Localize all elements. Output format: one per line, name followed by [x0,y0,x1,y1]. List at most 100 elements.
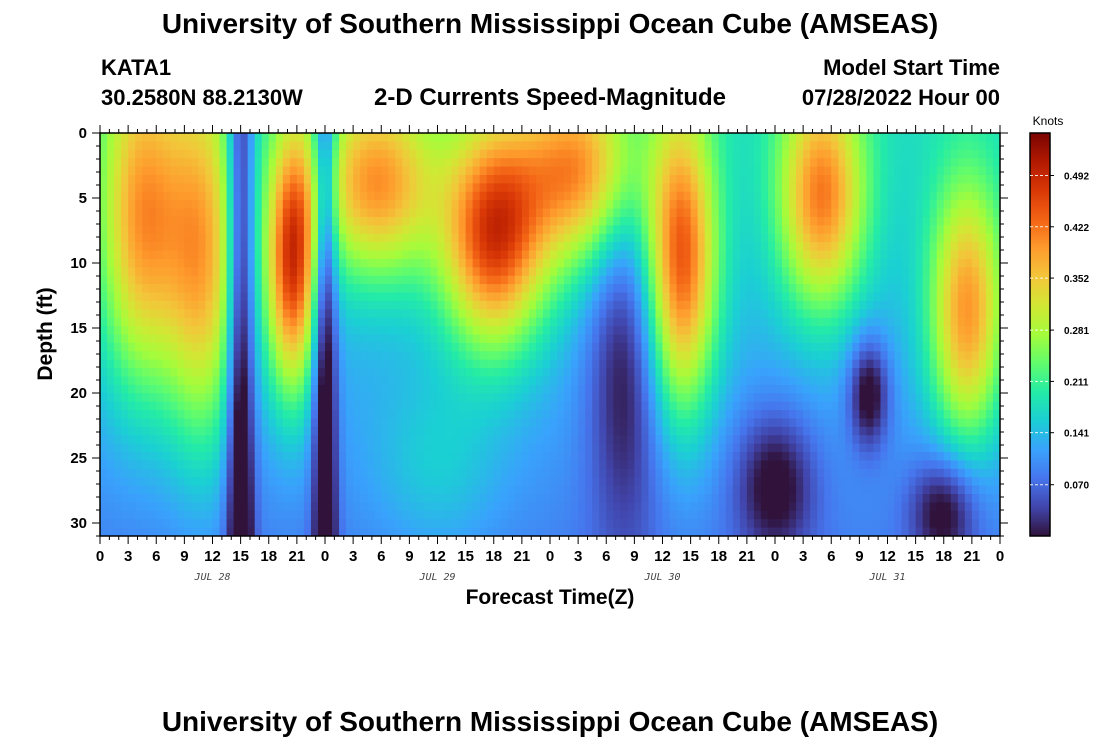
heatmap-cell [697,174,706,184]
heatmap-cell [964,359,973,369]
heatmap-cell [957,141,966,151]
heatmap-cell [873,292,882,302]
heatmap-cell [908,401,917,411]
heatmap-cell [810,216,818,226]
heatmap-cell [409,317,418,327]
heatmap-cell [908,258,917,268]
heatmap-cell [550,258,558,268]
heatmap-cell [360,225,368,235]
heatmap-cell [542,393,551,403]
heatmap-cell [789,393,797,403]
heatmap-cell [325,426,333,436]
heatmap-cell [704,242,713,252]
heatmap-cell [950,200,959,210]
heatmap-cell [339,284,347,294]
heatmap-cell [662,200,671,210]
heatmap-cell [191,452,200,462]
heatmap-cell [240,435,249,445]
heatmap-cell [268,300,277,310]
heatmap-cell [803,443,811,453]
heatmap-cell [711,208,720,218]
heatmap-cell [444,242,453,252]
heatmap-cell [676,359,685,369]
heatmap-cell [303,133,312,142]
heatmap-cell [606,443,614,453]
heatmap-cell [873,426,882,436]
heatmap-cell [282,233,291,243]
heatmap-cell [943,216,952,226]
heatmap-cell [599,292,607,302]
heatmap-cell [557,242,565,252]
heatmap-cell [711,334,720,344]
heatmap-cell [310,225,319,235]
heatmap-cell [992,233,1000,243]
heatmap-cell [887,225,896,235]
heatmap-cell [599,208,607,218]
heatmap-cell [325,384,333,394]
heatmap-cell [325,452,333,462]
heatmap-cell [648,183,657,193]
heatmap-cell [676,368,685,378]
heatmap-cell [254,284,263,294]
heatmap-cell [599,225,607,235]
heatmap-cell [739,233,748,243]
heatmap-cell [732,426,741,436]
heatmap-cell [240,393,249,403]
heatmap-cell [114,326,122,336]
heatmap-cell [578,166,586,176]
heatmap-cell [346,393,354,403]
heatmap-cell [360,141,368,151]
heatmap-cell [929,418,938,428]
heatmap-cell [887,359,896,369]
heatmap-cell [282,300,291,310]
heatmap-cell [402,426,410,436]
heatmap-cell [507,267,516,277]
heatmap-cell [381,376,389,386]
heatmap-cell [662,174,671,184]
heatmap-cell [121,342,129,352]
heatmap-cell [402,410,410,420]
heatmap-cell [472,183,481,193]
heatmap-cell [107,292,115,302]
heatmap-cell [789,208,797,218]
heatmap-cell [212,410,221,420]
heatmap-cell [472,242,481,252]
heatmap-cell [803,133,811,142]
heatmap-cell [296,292,305,302]
heatmap-cell [177,426,185,436]
heatmap-cell [388,216,396,226]
heatmap-cell [268,426,277,436]
heatmap-cell [514,359,523,369]
heatmap-cell [275,258,284,268]
heatmap-cell [901,141,910,151]
heatmap-cell [282,410,291,420]
heatmap-cell [957,200,966,210]
heatmap-cell [542,141,551,151]
heatmap-cell [317,284,326,294]
heatmap-cell [325,166,333,176]
heatmap-cell [472,208,481,218]
heatmap-cell [564,452,572,462]
heatmap-cell [381,443,389,453]
heatmap-cell [430,292,439,302]
heatmap-cell [810,158,818,168]
heatmap-cell [599,233,607,243]
heatmap-cell [507,309,516,319]
heatmap-cell [613,410,621,420]
heatmap-cell [381,435,389,445]
heatmap-cell [753,426,762,436]
heatmap-cell [296,267,305,277]
heatmap-cell [613,258,621,268]
heatmap-cell [908,191,917,201]
heatmap-cell [831,443,839,453]
heatmap-cell [128,166,136,176]
heatmap-cell [423,300,432,310]
heatmap-cell [936,368,945,378]
heatmap-cell [782,275,790,285]
heatmap-cell [985,149,994,159]
heatmap-cell [437,233,446,243]
heatmap-cell [725,250,734,260]
heatmap-cell [514,426,523,436]
heatmap-cell [395,183,403,193]
heatmap-cell [571,292,579,302]
